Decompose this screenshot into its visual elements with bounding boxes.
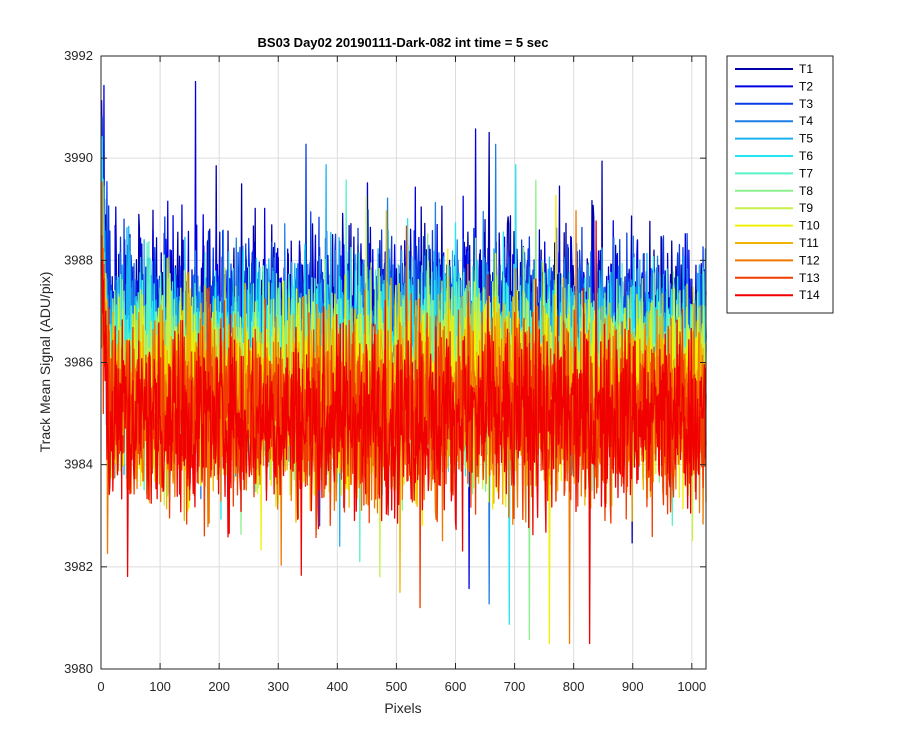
y-tick-label: 3982 (64, 559, 93, 574)
ticks (100, 55, 706, 670)
chart-title: BS03 Day02 20190111-Dark-082 int time = … (258, 35, 549, 50)
x-tick-label: 300 (267, 679, 289, 694)
legend-label-t2: T2 (799, 79, 813, 93)
legend-label-t10: T10 (799, 219, 820, 233)
legend-label-t13: T13 (799, 271, 820, 285)
legend-label-t3: T3 (799, 97, 813, 111)
x-axis-label: Pixels (384, 700, 421, 716)
x-tick-label: 700 (504, 679, 526, 694)
x-tick-label: 600 (445, 679, 467, 694)
legend-box (726, 55, 834, 314)
legend-label-t5: T5 (799, 132, 813, 146)
y-tick-label: 3992 (64, 48, 93, 63)
x-tick-label: 0 (97, 679, 104, 694)
legend-label-t9: T9 (799, 201, 813, 215)
y-tick-label: 3980 (64, 661, 93, 676)
y-tick-label: 3990 (64, 150, 93, 165)
legend-label-t8: T8 (799, 184, 813, 198)
legend-label-t7: T7 (799, 166, 813, 180)
x-tick-label: 100 (149, 679, 171, 694)
x-tick-labels: 0 100 200 300 400 500 600 700 800 900 1000 (97, 679, 706, 694)
legend-label-t6: T6 (799, 149, 813, 163)
y-tick-labels: 3980 3982 3984 3986 3988 3990 3992 (64, 48, 93, 676)
x-tick-label: 800 (563, 679, 585, 694)
legend-label-t12: T12 (799, 253, 820, 267)
legend: T1 T2 T3 T4 T5 T6 T7 T8 T9 T10 T11 T12 T13 T14 (735, 62, 820, 302)
x-tick-label: 500 (386, 679, 408, 694)
x-tick-label: 200 (208, 679, 230, 694)
y-tick-label: 3988 (64, 252, 93, 267)
x-tick-label: 900 (622, 679, 644, 694)
legend-label-t1: T1 (799, 62, 813, 76)
y-axis-label: Track Mean Signal (ADU/pix) (37, 272, 53, 453)
series-line-t14 (100, 220, 707, 645)
y-tick-label: 3986 (64, 355, 93, 370)
x-tick-label: 1000 (677, 679, 706, 694)
legend-label-t11: T11 (799, 236, 819, 250)
series-group (100, 80, 707, 645)
legend-label-t4: T4 (799, 114, 813, 128)
legend-label-t14: T14 (799, 288, 820, 302)
y-tick-label: 3984 (64, 457, 93, 472)
x-tick-label: 400 (326, 679, 348, 694)
